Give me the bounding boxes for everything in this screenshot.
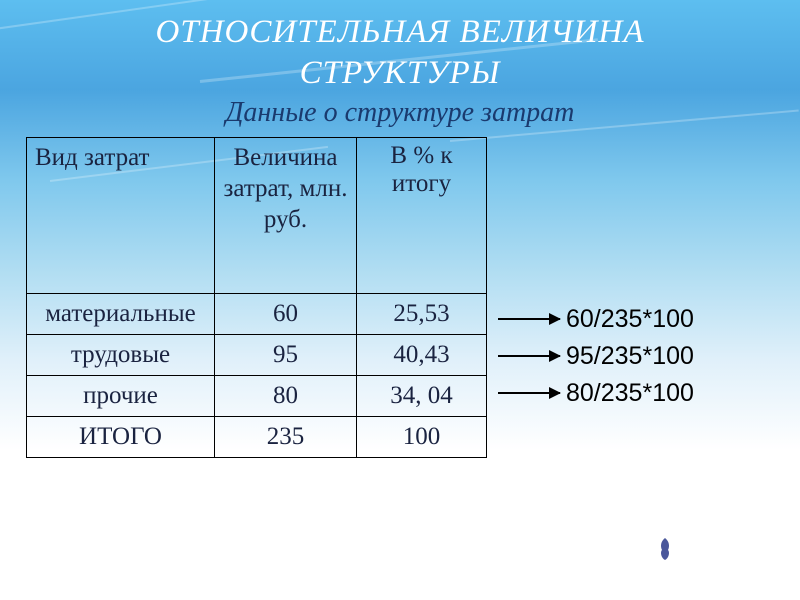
formula-text: 95/235*100 xyxy=(566,342,694,371)
formula-annotations: 60/235*100 95/235*100 80/235*100 xyxy=(498,305,694,416)
header-cost-value: Величина затрат, млн. руб. xyxy=(215,137,357,293)
table-row: материальные 60 25,53 xyxy=(27,293,487,334)
table-row: трудовые 95 40,43 xyxy=(27,334,487,375)
cell-cost-percent: 100 xyxy=(357,416,487,457)
cell-cost-value: 80 xyxy=(215,375,357,416)
cell-cost-name: материальные xyxy=(27,293,215,334)
annotation-row: 95/235*100 xyxy=(498,342,694,371)
cell-cost-name: прочие xyxy=(27,375,215,416)
cell-cost-value: 95 xyxy=(215,334,357,375)
table-header-row: Вид затрат Величина затрат, млн. руб. В … xyxy=(27,137,487,293)
formula-text: 60/235*100 xyxy=(566,305,694,334)
decorative-icon xyxy=(656,536,674,562)
cell-cost-percent: 34, 04 xyxy=(357,375,487,416)
title-line-1: ОТНОСИТЕЛЬНАЯ ВЕЛИЧИНА xyxy=(0,12,800,53)
content-area: Вид затрат Величина затрат, млн. руб. В … xyxy=(0,137,800,458)
slide-title-block: ОТНОСИТЕЛЬНАЯ ВЕЛИЧИНА СТРУКТУРЫ Данные … xyxy=(0,0,800,129)
annotation-row: 60/235*100 xyxy=(498,305,694,334)
slide-subtitle: Данные о структуре затрат xyxy=(0,97,800,129)
arrow-icon xyxy=(498,355,560,357)
header-percent: В % к итогу xyxy=(357,137,487,293)
arrow-icon xyxy=(498,392,560,394)
formula-text: 80/235*100 xyxy=(566,379,694,408)
table-row: прочие 80 34, 04 xyxy=(27,375,487,416)
arrow-icon xyxy=(498,318,560,320)
costs-table: Вид затрат Величина затрат, млн. руб. В … xyxy=(26,137,487,458)
cell-cost-name: трудовые xyxy=(27,334,215,375)
cell-cost-value: 60 xyxy=(215,293,357,334)
annotation-row: 80/235*100 xyxy=(498,379,694,408)
cell-cost-name: ИТОГО xyxy=(27,416,215,457)
cell-cost-value: 235 xyxy=(215,416,357,457)
cell-cost-percent: 25,53 xyxy=(357,293,487,334)
cell-cost-percent: 40,43 xyxy=(357,334,487,375)
header-cost-type: Вид затрат xyxy=(27,137,215,293)
table-row-total: ИТОГО 235 100 xyxy=(27,416,487,457)
